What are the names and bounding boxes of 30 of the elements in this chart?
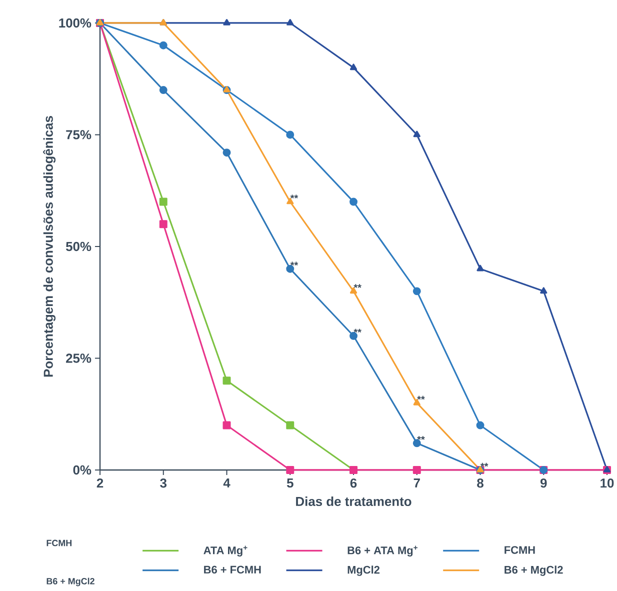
legend-label: B6 + ATA Mg$^{+}$ (348, 546, 418, 556)
x-tick-label: 5 (286, 478, 294, 488)
x-tick-label: 3 (160, 478, 167, 488)
x-axis-title: Dias de tratamento (296, 496, 412, 506)
y-tick-label: 50% (66, 242, 92, 252)
annotation: ** (417, 396, 425, 400)
legend-label: MgCl2 (348, 566, 380, 576)
y-tick-label: 100% (59, 18, 92, 28)
annotation: ** (354, 328, 362, 333)
x-tick-label: 4 (223, 478, 230, 488)
legend-label: B6 + FCMH (204, 566, 261, 574)
annotation: ** (417, 436, 425, 440)
annotation: ** (290, 194, 298, 198)
x-tick-label: 10 (600, 478, 614, 488)
legend-label: FCMH (504, 546, 535, 554)
annotation: ** (354, 284, 362, 288)
text: FCMH (46, 540, 72, 546)
y-axis-title: Porcentagem de convulsões audiogênicas (43, 116, 56, 377)
x-tick-label: 8 (477, 478, 484, 488)
annotation: ** (290, 262, 298, 266)
legend-label: ATA Mg$^{+}$ (204, 546, 248, 556)
legend-label: B6 + MgCl2 (504, 566, 563, 576)
x-tick-label: 2 (96, 478, 104, 488)
y-tick-label: 25% (66, 354, 92, 363)
y-tick-label: 0% (73, 465, 92, 475)
x-tick-label: 9 (540, 478, 547, 488)
x-tick-label: 6 (350, 478, 357, 488)
y-tick-label: 75% (66, 130, 92, 140)
text: B6 + MgCl2 (46, 578, 94, 586)
x-tick-label: 7 (414, 478, 420, 488)
